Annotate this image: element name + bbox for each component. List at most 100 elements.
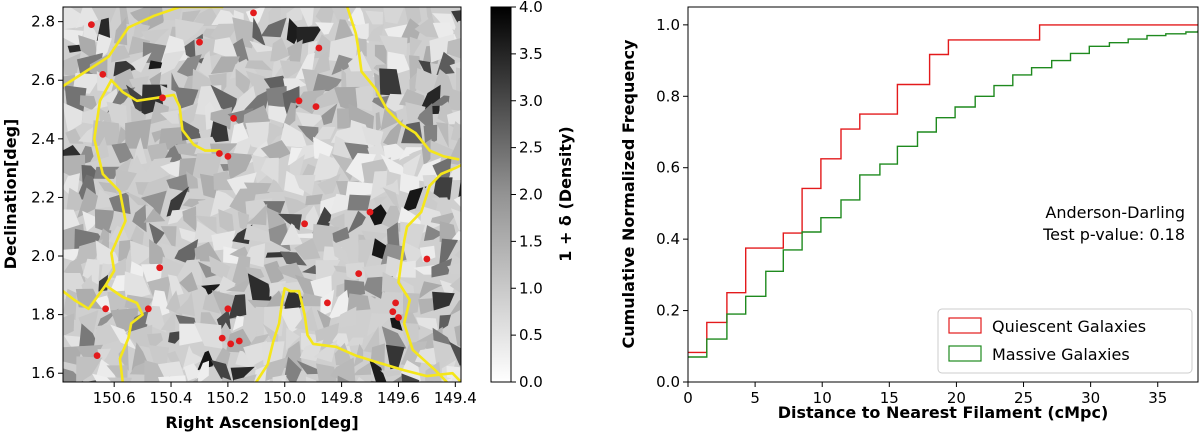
density-cell [125,324,153,349]
density-cell [74,228,105,251]
density-cell [280,223,303,246]
density-cell [179,271,198,293]
density-cell [233,374,257,382]
density-cell [446,109,461,125]
galaxy-marker [395,314,402,321]
density-cell [230,366,255,382]
density-cell [289,154,305,180]
density-cell [312,126,336,141]
colorbar-tick-label: 1.0 [519,279,543,297]
density-cell [148,222,165,246]
density-cell [431,258,453,278]
density-cell [210,107,232,130]
density-cell [296,360,323,375]
density-cell [297,125,319,147]
density-cell [392,374,404,382]
density-cell [440,377,455,382]
density-cell [198,50,213,81]
density-cell [358,239,376,268]
quiescent-galaxy-markers [88,9,431,359]
density-cell [89,136,109,163]
galaxy-marker [230,114,238,122]
map-y-tick-label: 2.4 [31,130,55,148]
density-cell [330,357,356,382]
density-cell [369,359,387,382]
density-cell [356,376,366,382]
density-cell [63,29,84,47]
density-cell [436,51,456,75]
density-cell [118,343,129,371]
density-cell [63,248,82,261]
galaxy-marker [250,9,257,17]
density-cell [267,122,291,149]
density-cell [174,87,199,109]
density-cell [405,102,426,134]
colorbar-tick-label: 2.0 [519,186,543,204]
density-cell [286,7,304,24]
density-cell [305,194,323,206]
legend-box [937,308,1193,374]
density-cell [375,112,381,133]
colorbar-label: 1 + δ (Density) [556,126,575,261]
density-cell [312,85,340,111]
cdf-x-tick-label: 35 [1148,389,1167,407]
density-cell [329,193,354,215]
galaxy-marker [218,334,226,342]
density-cell [380,370,405,377]
density-cell [449,276,461,293]
cdf-legend: Quiescent Galaxies Massive Galaxies [937,308,1193,374]
density-cell [226,172,257,196]
filament-line [104,284,144,382]
galaxy-marker [227,340,235,348]
density-cell [365,10,383,25]
density-cell [345,181,375,198]
galaxy-marker [159,94,166,102]
density-cell [94,209,114,234]
density-cell [210,56,240,74]
density-cell [313,73,342,92]
density-cell [97,348,111,366]
density-cell [210,190,241,217]
density-cell [332,239,350,265]
density-cell [166,173,190,193]
map-y-tick-label: 2.2 [31,188,55,206]
density-cell [118,239,133,262]
density-cell [266,86,287,108]
colorbar-tick-label: 0.0 [519,373,543,391]
galaxy-marker [301,220,308,228]
density-cell [119,7,130,25]
density-cell [249,333,271,347]
density-cell [263,201,286,215]
density-cell [130,240,152,270]
density-cell [439,221,458,243]
density-cell [65,187,85,215]
map-y-tick-label: 2.6 [31,71,55,89]
legend-label-quiescent: Quiescent Galaxies [992,317,1146,336]
density-map-background [56,7,461,405]
map-y-axis-label: Declination[deg] [1,119,20,270]
density-cell [235,68,251,97]
density-cell [171,72,185,97]
density-cell [215,276,236,297]
density-cell [430,197,451,210]
density-cell [149,239,168,270]
density-cell [197,350,215,371]
density-cell [201,284,222,296]
colorbar-tick-label: 2.5 [519,139,543,157]
density-cell [143,208,166,223]
cumulative-distribution-panel: 0 5 10 15 20 25 30 35 0.0 0.2 0.4 0.6 0.8 1.0 Distan… [619,6,1199,422]
density-cell [354,315,369,337]
galaxy-marker [389,308,397,316]
density-cell [113,60,138,77]
density-cell [361,126,384,148]
density-cell [458,179,461,198]
density-cell [448,341,461,366]
density-cell [95,188,116,209]
density-cell [193,322,223,349]
density-cell [76,356,103,382]
density-cell [294,306,319,332]
galaxy-marker [144,305,152,313]
density-cell [373,72,383,99]
density-cell [56,383,76,405]
density-cell [300,292,324,307]
